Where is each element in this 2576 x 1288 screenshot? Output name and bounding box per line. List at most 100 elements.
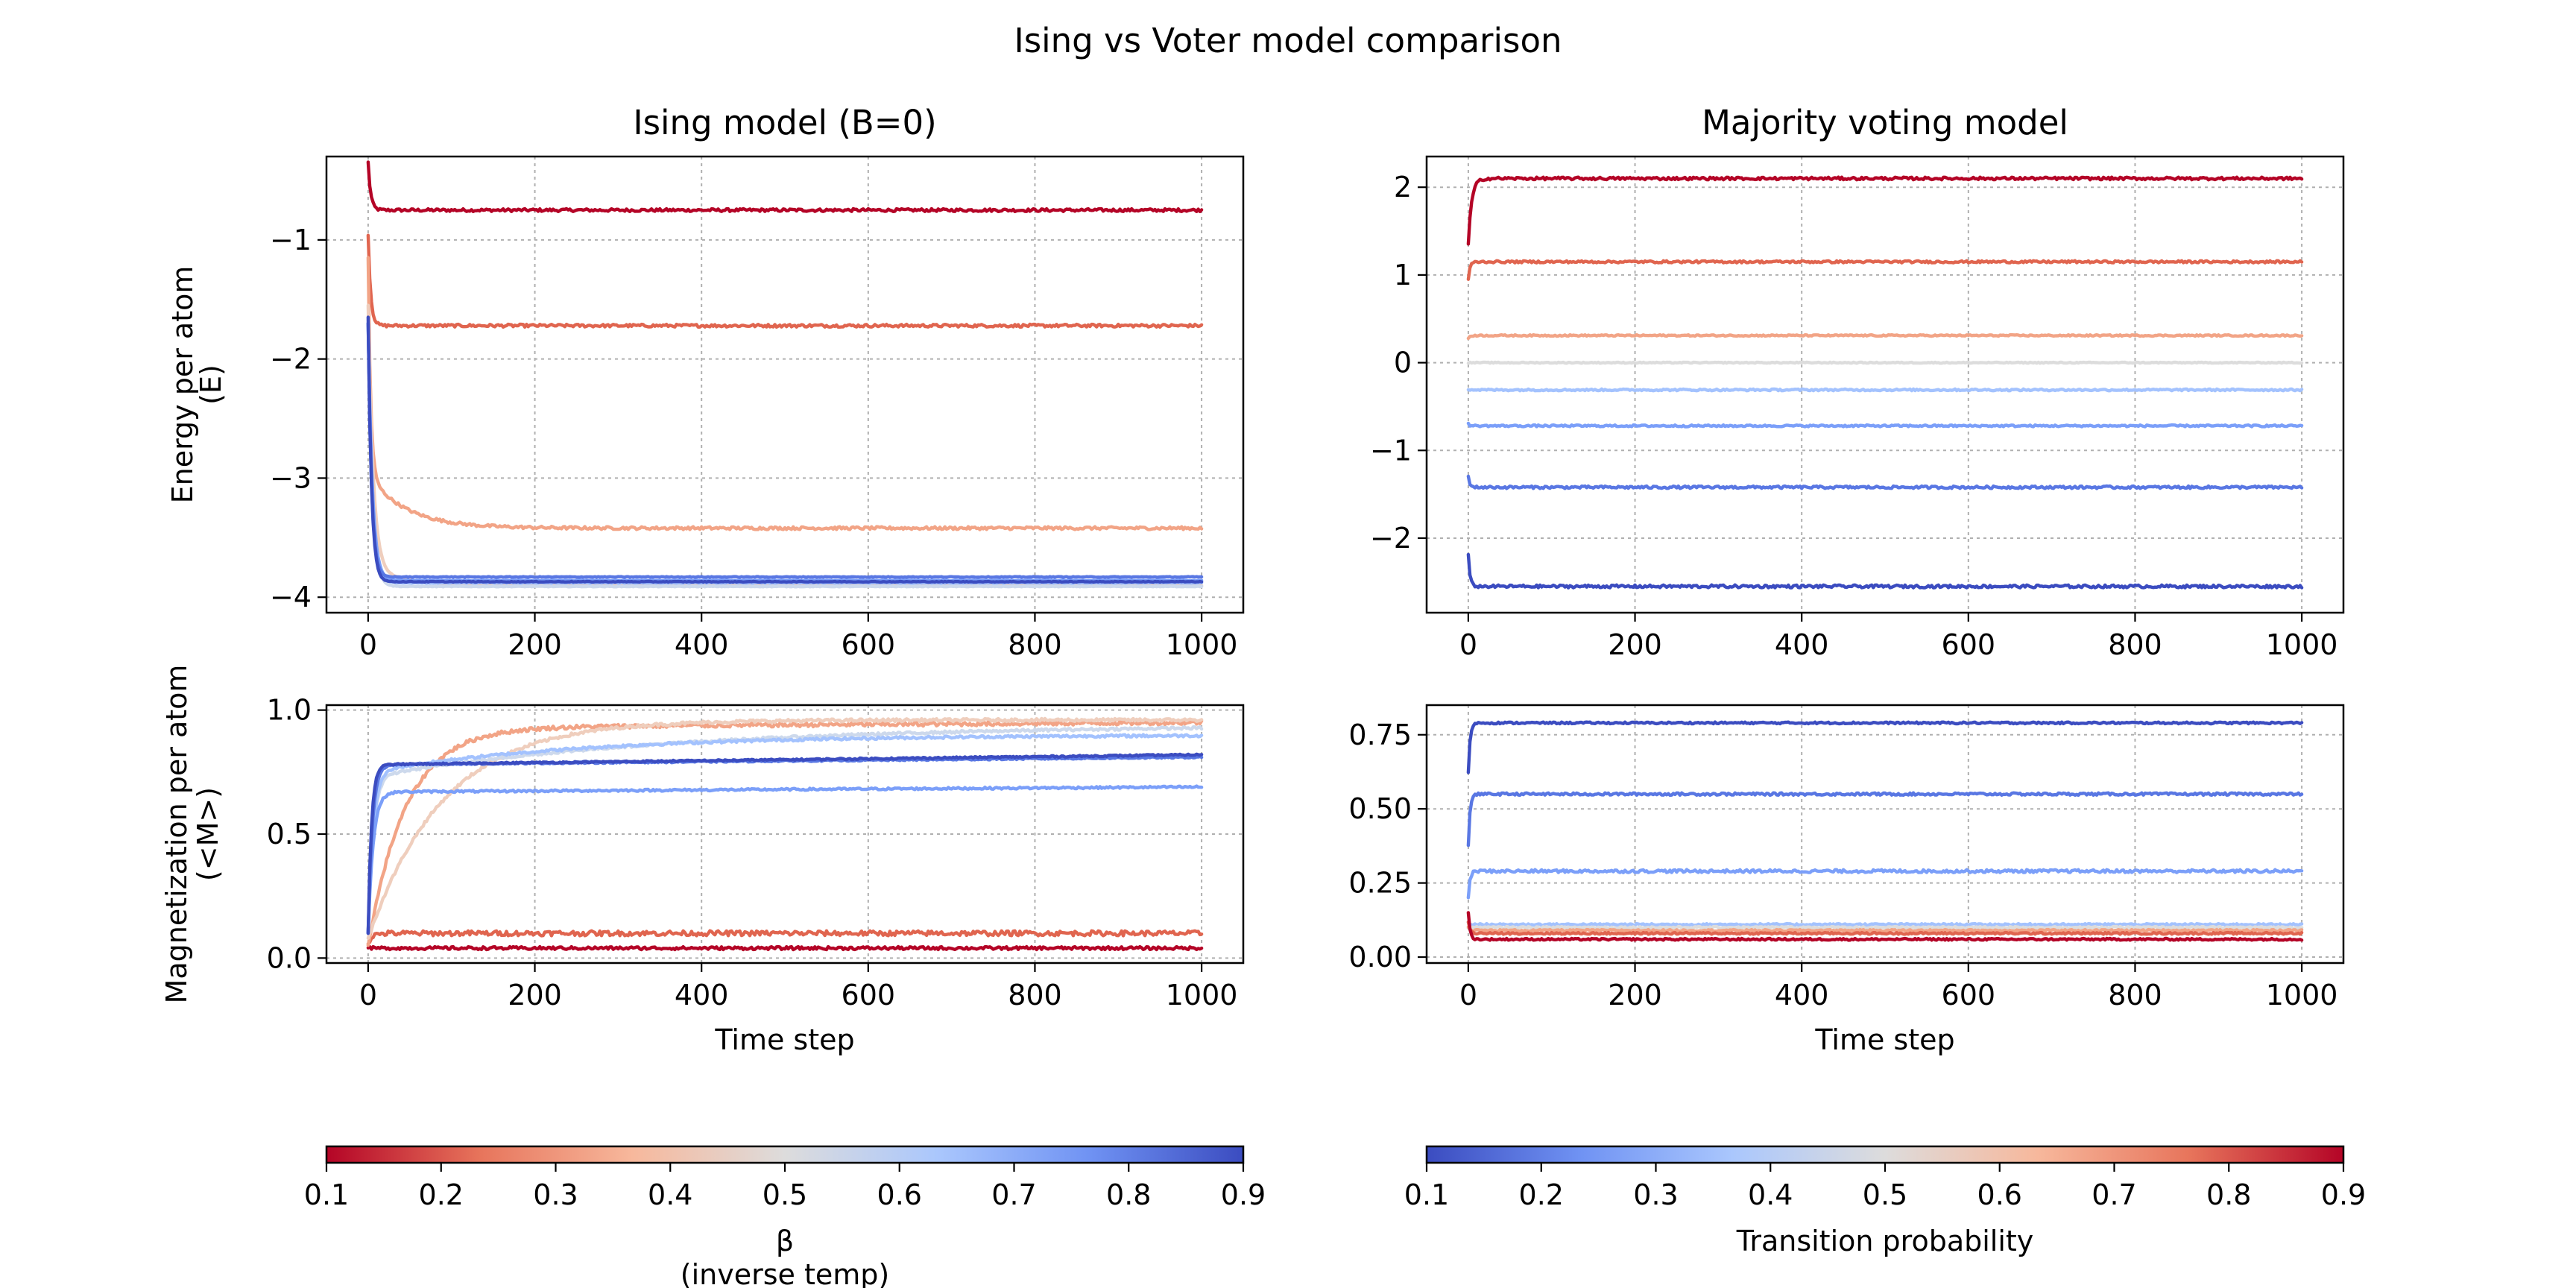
series-group	[1466, 720, 2304, 942]
x-tick-label: 400	[1775, 628, 1829, 661]
y-tick-label: −4	[270, 581, 312, 613]
series-line-0-3	[366, 256, 1204, 531]
x-axis-label: Time step	[714, 1023, 854, 1056]
colorbar-tick-label: 0.9	[2321, 1178, 2366, 1211]
x-tick-label: 0	[359, 979, 377, 1011]
x-tick-label: 0	[359, 628, 377, 661]
series-line-0-9	[1466, 911, 2304, 942]
x-tick-label: 400	[1775, 979, 1829, 1011]
y-tick-label: 1	[1394, 259, 1412, 291]
panel-title: Ising model (B=0)	[633, 103, 936, 142]
panel-title: Majority voting model	[1702, 103, 2068, 142]
x-tick-label: 200	[508, 628, 562, 661]
series-line-0-6	[1466, 924, 2304, 930]
series-line-0-7	[1466, 333, 2304, 341]
y-tick-label: 1.0	[267, 694, 312, 727]
x-tick-label: 600	[842, 628, 896, 661]
series-line-0-5	[1466, 387, 2304, 393]
series-line-0-1	[366, 944, 1204, 952]
series-line-0-4	[366, 303, 1204, 588]
y-axis-label: Energy per atom	[166, 266, 199, 504]
x-tick-label: 1000	[1166, 979, 1238, 1011]
transition-probability-colorbar: 0.1 0.2 0.3 0.4 0.5 0.6 0.7 0.8 0.9 Transition pr…	[1404, 1145, 2366, 1257]
y-tick-label: 0.50	[1348, 792, 1412, 825]
x-tick-label: 800	[2108, 628, 2162, 661]
x-tick-label: 600	[1942, 979, 1996, 1011]
figure-title: Ising vs Voter model comparison	[1014, 21, 1562, 60]
series-line-0-2	[366, 929, 1204, 946]
series-line-0-7	[366, 784, 1204, 935]
series-line-0-4	[1466, 421, 2304, 429]
series-line-0-7	[1466, 925, 2304, 933]
y-tick-label: −2	[270, 343, 312, 376]
colorbar-tick-label: 0.4	[648, 1178, 692, 1211]
series-group	[366, 160, 1204, 589]
colorbar-tick-label: 0.9	[1221, 1178, 1266, 1211]
colorbar-tick-label: 0.2	[1519, 1178, 1564, 1211]
series-line-0-4	[366, 716, 1204, 940]
x-tick-label: 1000	[2266, 979, 2338, 1011]
colorbar-tick-label: 0.8	[2206, 1178, 2251, 1211]
axes-frame	[325, 155, 1245, 614]
series-group	[366, 716, 1204, 952]
y-tick-label: −1	[1370, 434, 1412, 467]
colorbar-gradient	[1427, 1146, 2343, 1163]
x-tick-label: 0	[1459, 979, 1477, 1011]
y-axis-label: (E)	[195, 364, 227, 405]
series-line-0-2	[1466, 552, 2304, 590]
x-tick-label: 1000	[2266, 628, 2338, 661]
colorbar-tick-label: 0.5	[1863, 1178, 1907, 1211]
colorbar-tick-label: 0.1	[304, 1178, 349, 1211]
colorbar-tick-label: 0.5	[763, 1178, 807, 1211]
colorbar-tick-label: 0.3	[1633, 1178, 1678, 1211]
colorbar-gradient	[326, 1146, 1243, 1163]
colorbar-tick-label: 0.8	[1106, 1178, 1151, 1211]
y-tick-label: −2	[1370, 522, 1412, 555]
y-tick-label: 0.25	[1348, 867, 1412, 900]
x-tick-label: 600	[842, 979, 896, 1011]
colorbar-tick-label: 0.7	[991, 1178, 1036, 1211]
series-line-0-9	[366, 752, 1204, 935]
series-line-0-7	[366, 321, 1204, 583]
y-tick-label: 0.75	[1348, 719, 1412, 751]
series-line-0-8	[366, 754, 1204, 935]
colorbar-tick-label: 0.6	[877, 1178, 922, 1211]
series-line-0-9	[1466, 175, 2304, 246]
beta-colorbar: 0.1 0.2 0.3 0.4 0.5 0.6 0.7 0.8 0.9 β(inverse tem…	[304, 1145, 1266, 1288]
series-line-0-8	[1466, 920, 2304, 936]
series-line-0-5	[366, 321, 1204, 589]
voter-energy-panel: 0 200 400 600 800 1000 −2 −1 0 1 2 Majority voting …	[1370, 103, 2345, 661]
series-line-0-6	[1466, 360, 2304, 365]
colorbar-label: Transition probability	[1736, 1225, 2034, 1257]
y-tick-label: 0.00	[1348, 941, 1412, 973]
series-line-0-3	[1466, 474, 2304, 490]
colorbar-label: (inverse temp)	[681, 1258, 889, 1288]
y-tick-label: −1	[270, 224, 312, 256]
ising-magnetization-panel: 0 200 400 600 800 1000 0.0 0.5 1.0 Time step Magne…	[160, 665, 1245, 1056]
series-line-0-4	[1466, 868, 2304, 900]
series-line-0-6	[366, 321, 1204, 585]
x-tick-label: 400	[675, 628, 729, 661]
y-axis-label: (<M>)	[192, 787, 224, 881]
axes-frame	[1425, 155, 2345, 614]
series-line-0-9	[366, 315, 1204, 584]
axes-frame	[1425, 704, 2345, 965]
x-tick-label: 200	[508, 979, 562, 1011]
series-line-0-8	[366, 321, 1204, 579]
x-tick-label: 400	[675, 979, 729, 1011]
series-line-0-8	[1466, 259, 2304, 281]
series-line-0-5	[1466, 921, 2304, 927]
colorbar-tick-label: 0.6	[1977, 1178, 2022, 1211]
y-tick-label: 0	[1394, 347, 1412, 379]
series-line-0-2	[1466, 720, 2304, 774]
series-line-0-1	[366, 160, 1204, 213]
x-tick-label: 800	[2108, 979, 2162, 1011]
y-axis-label: Magnetization per atom	[160, 665, 193, 1004]
x-tick-label: 800	[1008, 979, 1062, 1011]
x-axis-label: Time step	[1814, 1023, 1954, 1056]
series-line-0-3	[1466, 791, 2304, 847]
ising-energy-panel: 0 200 400 600 800 1000 −4 −3 −2 −1 Ising model (B=…	[166, 103, 1245, 661]
x-tick-label: 800	[1008, 628, 1062, 661]
colorbar-tick-label: 0.2	[419, 1178, 464, 1211]
